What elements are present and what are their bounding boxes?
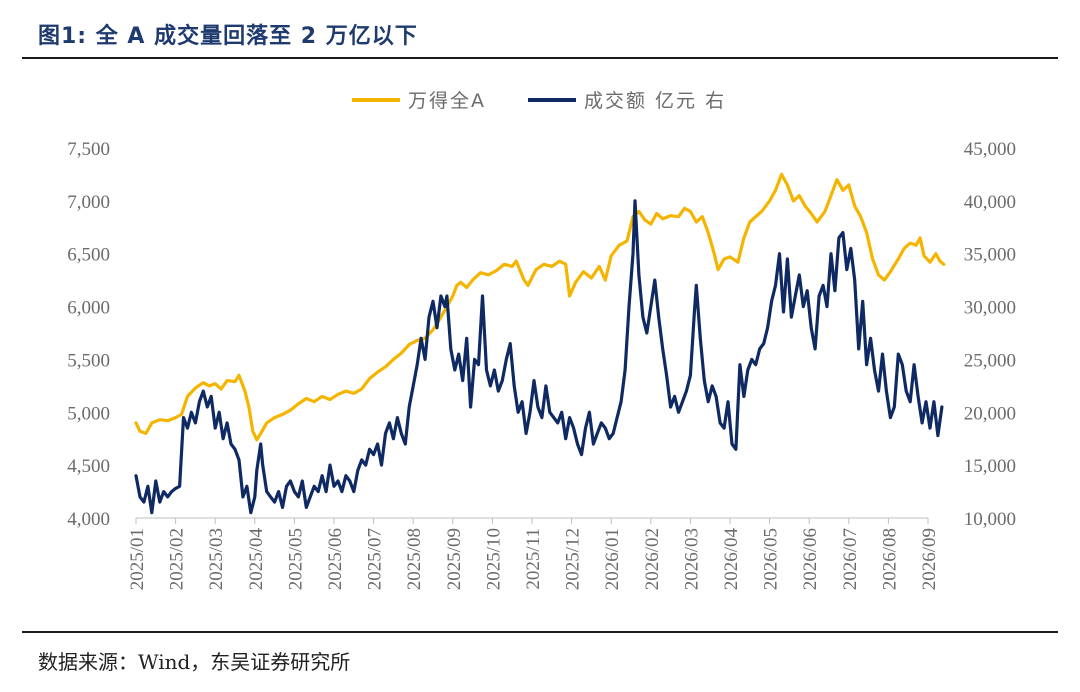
legend-label-index: 万得全A bbox=[408, 90, 486, 112]
x-tick-label: 2025/08 bbox=[404, 528, 425, 590]
x-tick-label: 2025/03 bbox=[206, 528, 227, 590]
x-tick-label: 2025/05 bbox=[285, 528, 306, 590]
x-tick-label: 2026/05 bbox=[761, 528, 782, 590]
figure-title: 图1: 全 A 成交量回落至 2 万亿以下 bbox=[38, 24, 418, 49]
right-tick-label: 40,000 bbox=[964, 192, 1016, 213]
left-tick-label: 5,500 bbox=[67, 350, 110, 371]
x-tick-label: 2026/04 bbox=[721, 528, 742, 591]
left-tick-label: 5,000 bbox=[67, 403, 110, 424]
right-axis-ticks: 10,000 15,000 20,000 25,000 30,000 35,000 40,0… bbox=[964, 139, 1016, 530]
legend: 万得全A 成交额 亿元 右 bbox=[352, 90, 726, 112]
x-axis: 2025/01 2025/02 2025/03 2025/04 2025/05 2025/… bbox=[127, 517, 940, 591]
x-tick-label: 2026/09 bbox=[919, 528, 940, 590]
series-line-turnover bbox=[134, 199, 944, 515]
series-lines bbox=[134, 172, 946, 515]
x-tick-label: 2025/11 bbox=[523, 528, 544, 590]
x-tick-label: 2025/04 bbox=[246, 528, 267, 591]
x-tick-label: 2025/09 bbox=[444, 528, 465, 590]
left-axis-ticks: 4,000 4,500 5,000 5,500 6,000 6,500 7,000 7,500 bbox=[67, 139, 110, 530]
right-tick-label: 35,000 bbox=[964, 245, 1016, 266]
right-tick-label: 30,000 bbox=[964, 298, 1016, 319]
chart-area: 万得全A 成交额 亿元 右 4,000 4,500 5,000 5,500 6,000 6… bbox=[67, 90, 1016, 591]
left-tick-label: 4,500 bbox=[67, 456, 110, 477]
x-tick-label: 2026/08 bbox=[879, 528, 900, 590]
left-tick-label: 6,500 bbox=[67, 245, 110, 266]
left-tick-label: 4,000 bbox=[67, 509, 110, 530]
right-tick-label: 25,000 bbox=[964, 350, 1016, 371]
x-tick-label: 2025/06 bbox=[325, 528, 346, 590]
legend-label-turnover: 成交额 亿元 右 bbox=[584, 90, 726, 112]
left-tick-label: 7,500 bbox=[67, 139, 110, 160]
data-source: 数据来源：Wind，东吴证券研究所 bbox=[38, 650, 351, 674]
x-tick-label: 2025/01 bbox=[127, 528, 148, 590]
right-tick-label: 15,000 bbox=[964, 456, 1016, 477]
left-tick-label: 6,000 bbox=[67, 298, 110, 319]
x-tick-label: 2025/02 bbox=[167, 528, 188, 590]
left-tick-label: 7,000 bbox=[67, 192, 110, 213]
top-rule bbox=[22, 57, 1058, 59]
x-tick-label: 2025/10 bbox=[483, 528, 504, 590]
x-tick-label: 2026/02 bbox=[642, 528, 663, 590]
x-tick-label: 2026/01 bbox=[602, 528, 623, 590]
right-tick-label: 10,000 bbox=[964, 509, 1016, 530]
series-line-index bbox=[134, 172, 946, 442]
right-tick-label: 20,000 bbox=[964, 403, 1016, 424]
x-tick-label: 2026/03 bbox=[681, 528, 702, 590]
x-tick-label: 2026/07 bbox=[840, 528, 861, 590]
x-tick-label: 2025/12 bbox=[563, 528, 584, 590]
right-tick-label: 45,000 bbox=[964, 139, 1016, 160]
bottom-rule bbox=[22, 631, 1058, 633]
x-tick-label: 2026/06 bbox=[800, 528, 821, 590]
x-tick-label: 2025/07 bbox=[365, 528, 386, 590]
